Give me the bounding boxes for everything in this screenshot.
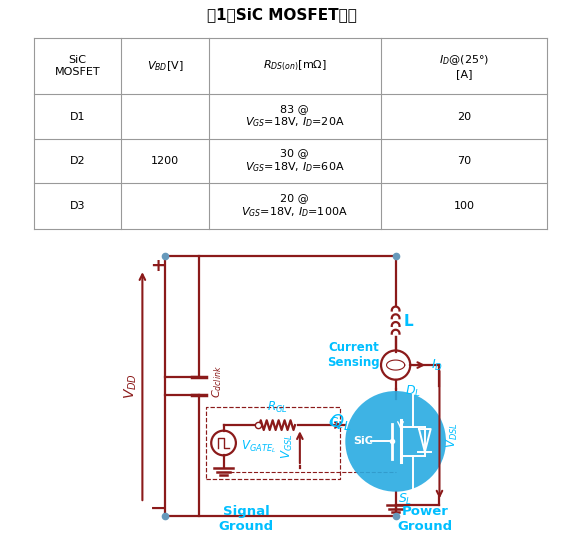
Text: D3: D3 <box>70 201 85 211</box>
Text: 20: 20 <box>457 112 471 122</box>
Text: $V_{BD}$[V]: $V_{BD}$[V] <box>147 59 183 73</box>
Text: SiC: SiC <box>353 436 373 446</box>
Text: $V_{GSL}$: $V_{GSL}$ <box>280 433 295 460</box>
Text: $V_{DSL}$: $V_{DSL}$ <box>446 422 460 448</box>
Text: $I_D$@(25°)
[A]: $I_D$@(25°) [A] <box>439 53 489 79</box>
Text: $D_L$: $D_L$ <box>406 384 421 398</box>
Text: 70: 70 <box>457 156 471 166</box>
Text: Power
Ground: Power Ground <box>397 504 452 533</box>
Circle shape <box>345 391 446 492</box>
Text: D2: D2 <box>70 156 85 166</box>
Text: 表1：SiC MOSFET规格: 表1：SiC MOSFET规格 <box>207 7 357 22</box>
Text: $S_L$: $S_L$ <box>398 492 412 507</box>
Text: $I_D$: $I_D$ <box>431 357 443 372</box>
Text: 100: 100 <box>453 201 474 211</box>
Text: Signal
Ground: Signal Ground <box>219 504 274 533</box>
Text: $C_{dclink}$: $C_{dclink}$ <box>210 365 224 398</box>
Text: +: + <box>151 257 165 275</box>
Text: $Q_L$: $Q_L$ <box>329 412 352 432</box>
Text: $V_{DD}$: $V_{DD}$ <box>123 373 139 399</box>
Text: $G_L$: $G_L$ <box>328 416 343 431</box>
Text: Current
Sensing: Current Sensing <box>327 341 380 369</box>
Text: 30 @
$V_{GS}$=18V, $I_D$=60A: 30 @ $V_{GS}$=18V, $I_D$=60A <box>245 148 345 174</box>
Text: 83 @
$V_{GS}$=18V, $I_D$=20A: 83 @ $V_{GS}$=18V, $I_D$=20A <box>245 104 345 129</box>
Text: 1200: 1200 <box>151 156 179 166</box>
Text: L: L <box>404 314 413 329</box>
Text: D1: D1 <box>70 112 85 122</box>
Text: −: − <box>150 498 166 517</box>
Text: SiC
MOSFET: SiC MOSFET <box>55 55 100 77</box>
Text: $R_{GL}$: $R_{GL}$ <box>267 400 288 415</box>
Text: 20 @
$V_{GS}$=18V, $I_D$=100A: 20 @ $V_{GS}$=18V, $I_D$=100A <box>241 193 348 219</box>
Text: $V_{GATE_L}$: $V_{GATE_L}$ <box>241 438 276 455</box>
Text: $R_{DS(on)}$[mΩ]: $R_{DS(on)}$[mΩ] <box>263 59 327 73</box>
